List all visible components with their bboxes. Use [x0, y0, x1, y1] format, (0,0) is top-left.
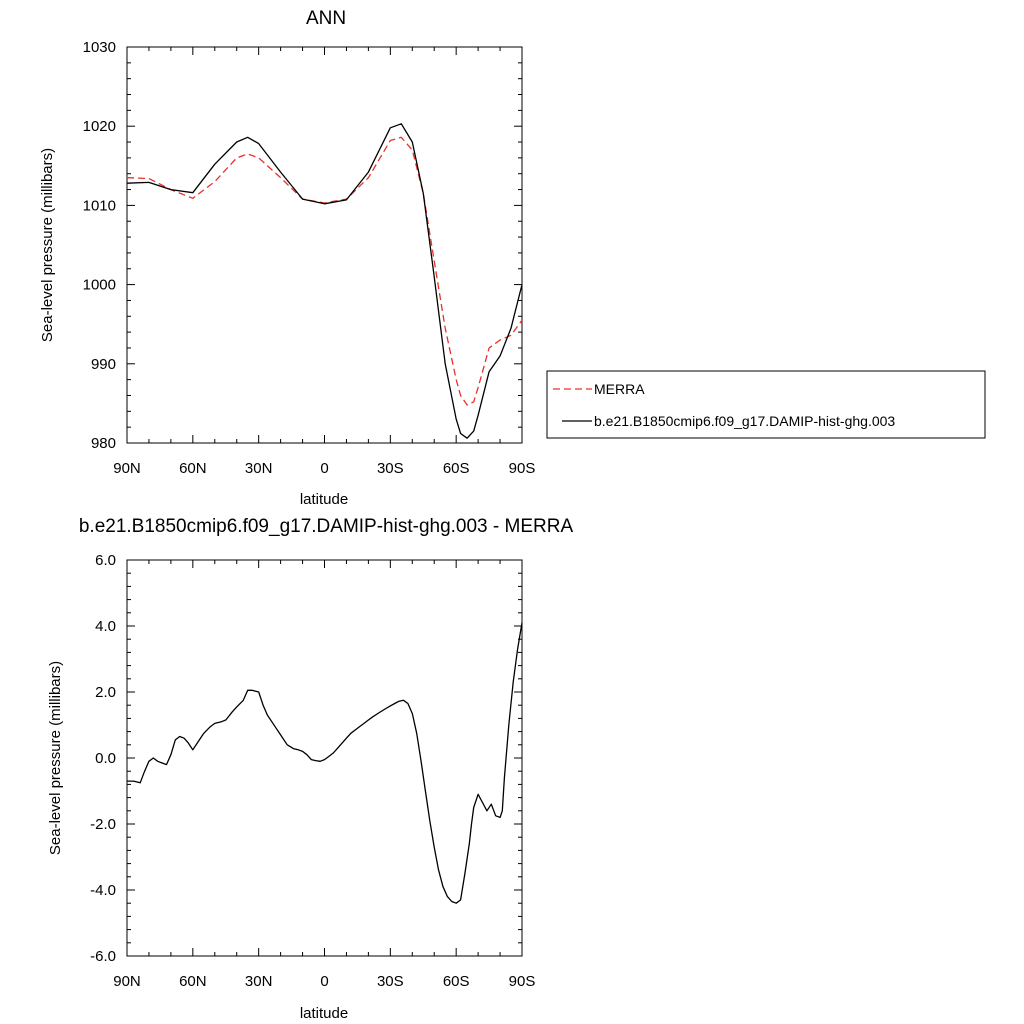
y-tick-label: 1020	[83, 118, 116, 135]
x-tick-label: 30N	[245, 460, 273, 477]
bottom-y-axis-label: Sea-level pressure (millibars)	[47, 661, 64, 855]
y-tick-label: 1000	[83, 277, 116, 294]
x-tick-label: 60S	[443, 973, 470, 990]
y-tick-label: -2.0	[90, 816, 116, 833]
legend-label-model: b.e21.B1850cmip6.f09_g17.DAMIP-hist-ghg.…	[594, 413, 895, 429]
y-tick-label: 1030	[83, 39, 116, 56]
x-tick-label: 90S	[509, 973, 536, 990]
x-tick-label: 0	[320, 973, 328, 990]
y-tick-label: 1010	[83, 197, 116, 214]
y-tick-label: -4.0	[90, 882, 116, 899]
top-x-ticks: 90N 60N 30N 0 30S 60S 90S	[113, 47, 535, 477]
top-chart: ANN 980 990 1000 1010 1020 1030 90N 60N 30N 0 30S…	[39, 8, 986, 508]
top-chart-title: ANN	[306, 8, 346, 29]
x-tick-label: 30S	[377, 973, 404, 990]
bottom-x-axis-label: latitude	[300, 1005, 348, 1022]
x-tick-label: 60N	[179, 460, 207, 477]
y-tick-label: 2.0	[95, 684, 116, 701]
bottom-plot-frame	[126, 559, 523, 957]
y-tick-label: -6.0	[90, 948, 116, 965]
x-tick-label: 90N	[113, 460, 141, 477]
x-tick-label: 0	[320, 460, 328, 477]
top-plot-frame	[126, 46, 523, 444]
y-tick-label: 990	[91, 356, 116, 373]
bottom-y-ticks: -6.0 -4.0 -2.0 0.0 2.0 4.0 6.0	[90, 552, 522, 965]
y-tick-label: 4.0	[95, 618, 116, 635]
y-tick-label: 980	[91, 435, 116, 452]
bottom-x-ticks: 90N 60N 30N 0 30S 60S 90S	[113, 560, 535, 990]
top-y-axis-label: Sea-level pressure (millibars)	[39, 148, 56, 342]
legend-box	[546, 370, 986, 439]
top-y-ticks: 980 990 1000 1010 1020 1030	[83, 39, 522, 452]
x-tick-label: 60S	[443, 460, 470, 477]
y-tick-label: 6.0	[95, 552, 116, 569]
top-x-axis-label: latitude	[300, 491, 348, 508]
bottom-chart: b.e21.B1850cmip6.f09_g17.DAMIP-hist-ghg.…	[47, 516, 573, 1022]
top-series-line-0	[126, 136, 523, 406]
legend: MERRA b.e21.B1850cmip6.f09_g17.DAMIP-his…	[546, 370, 986, 439]
x-tick-label: 30S	[377, 460, 404, 477]
y-tick-label: 0.0	[95, 750, 116, 767]
top-series-line-1	[126, 123, 523, 439]
top-series	[126, 123, 523, 439]
x-tick-label: 90S	[509, 460, 536, 477]
bottom-chart-title: b.e21.B1850cmip6.f09_g17.DAMIP-hist-ghg.…	[79, 516, 574, 537]
bottom-series-line-0	[127, 622, 523, 904]
x-tick-label: 30N	[245, 973, 273, 990]
x-tick-label: 60N	[179, 973, 207, 990]
bottom-series	[127, 622, 523, 904]
x-tick-label: 90N	[113, 973, 141, 990]
legend-label-merra: MERRA	[594, 381, 645, 397]
